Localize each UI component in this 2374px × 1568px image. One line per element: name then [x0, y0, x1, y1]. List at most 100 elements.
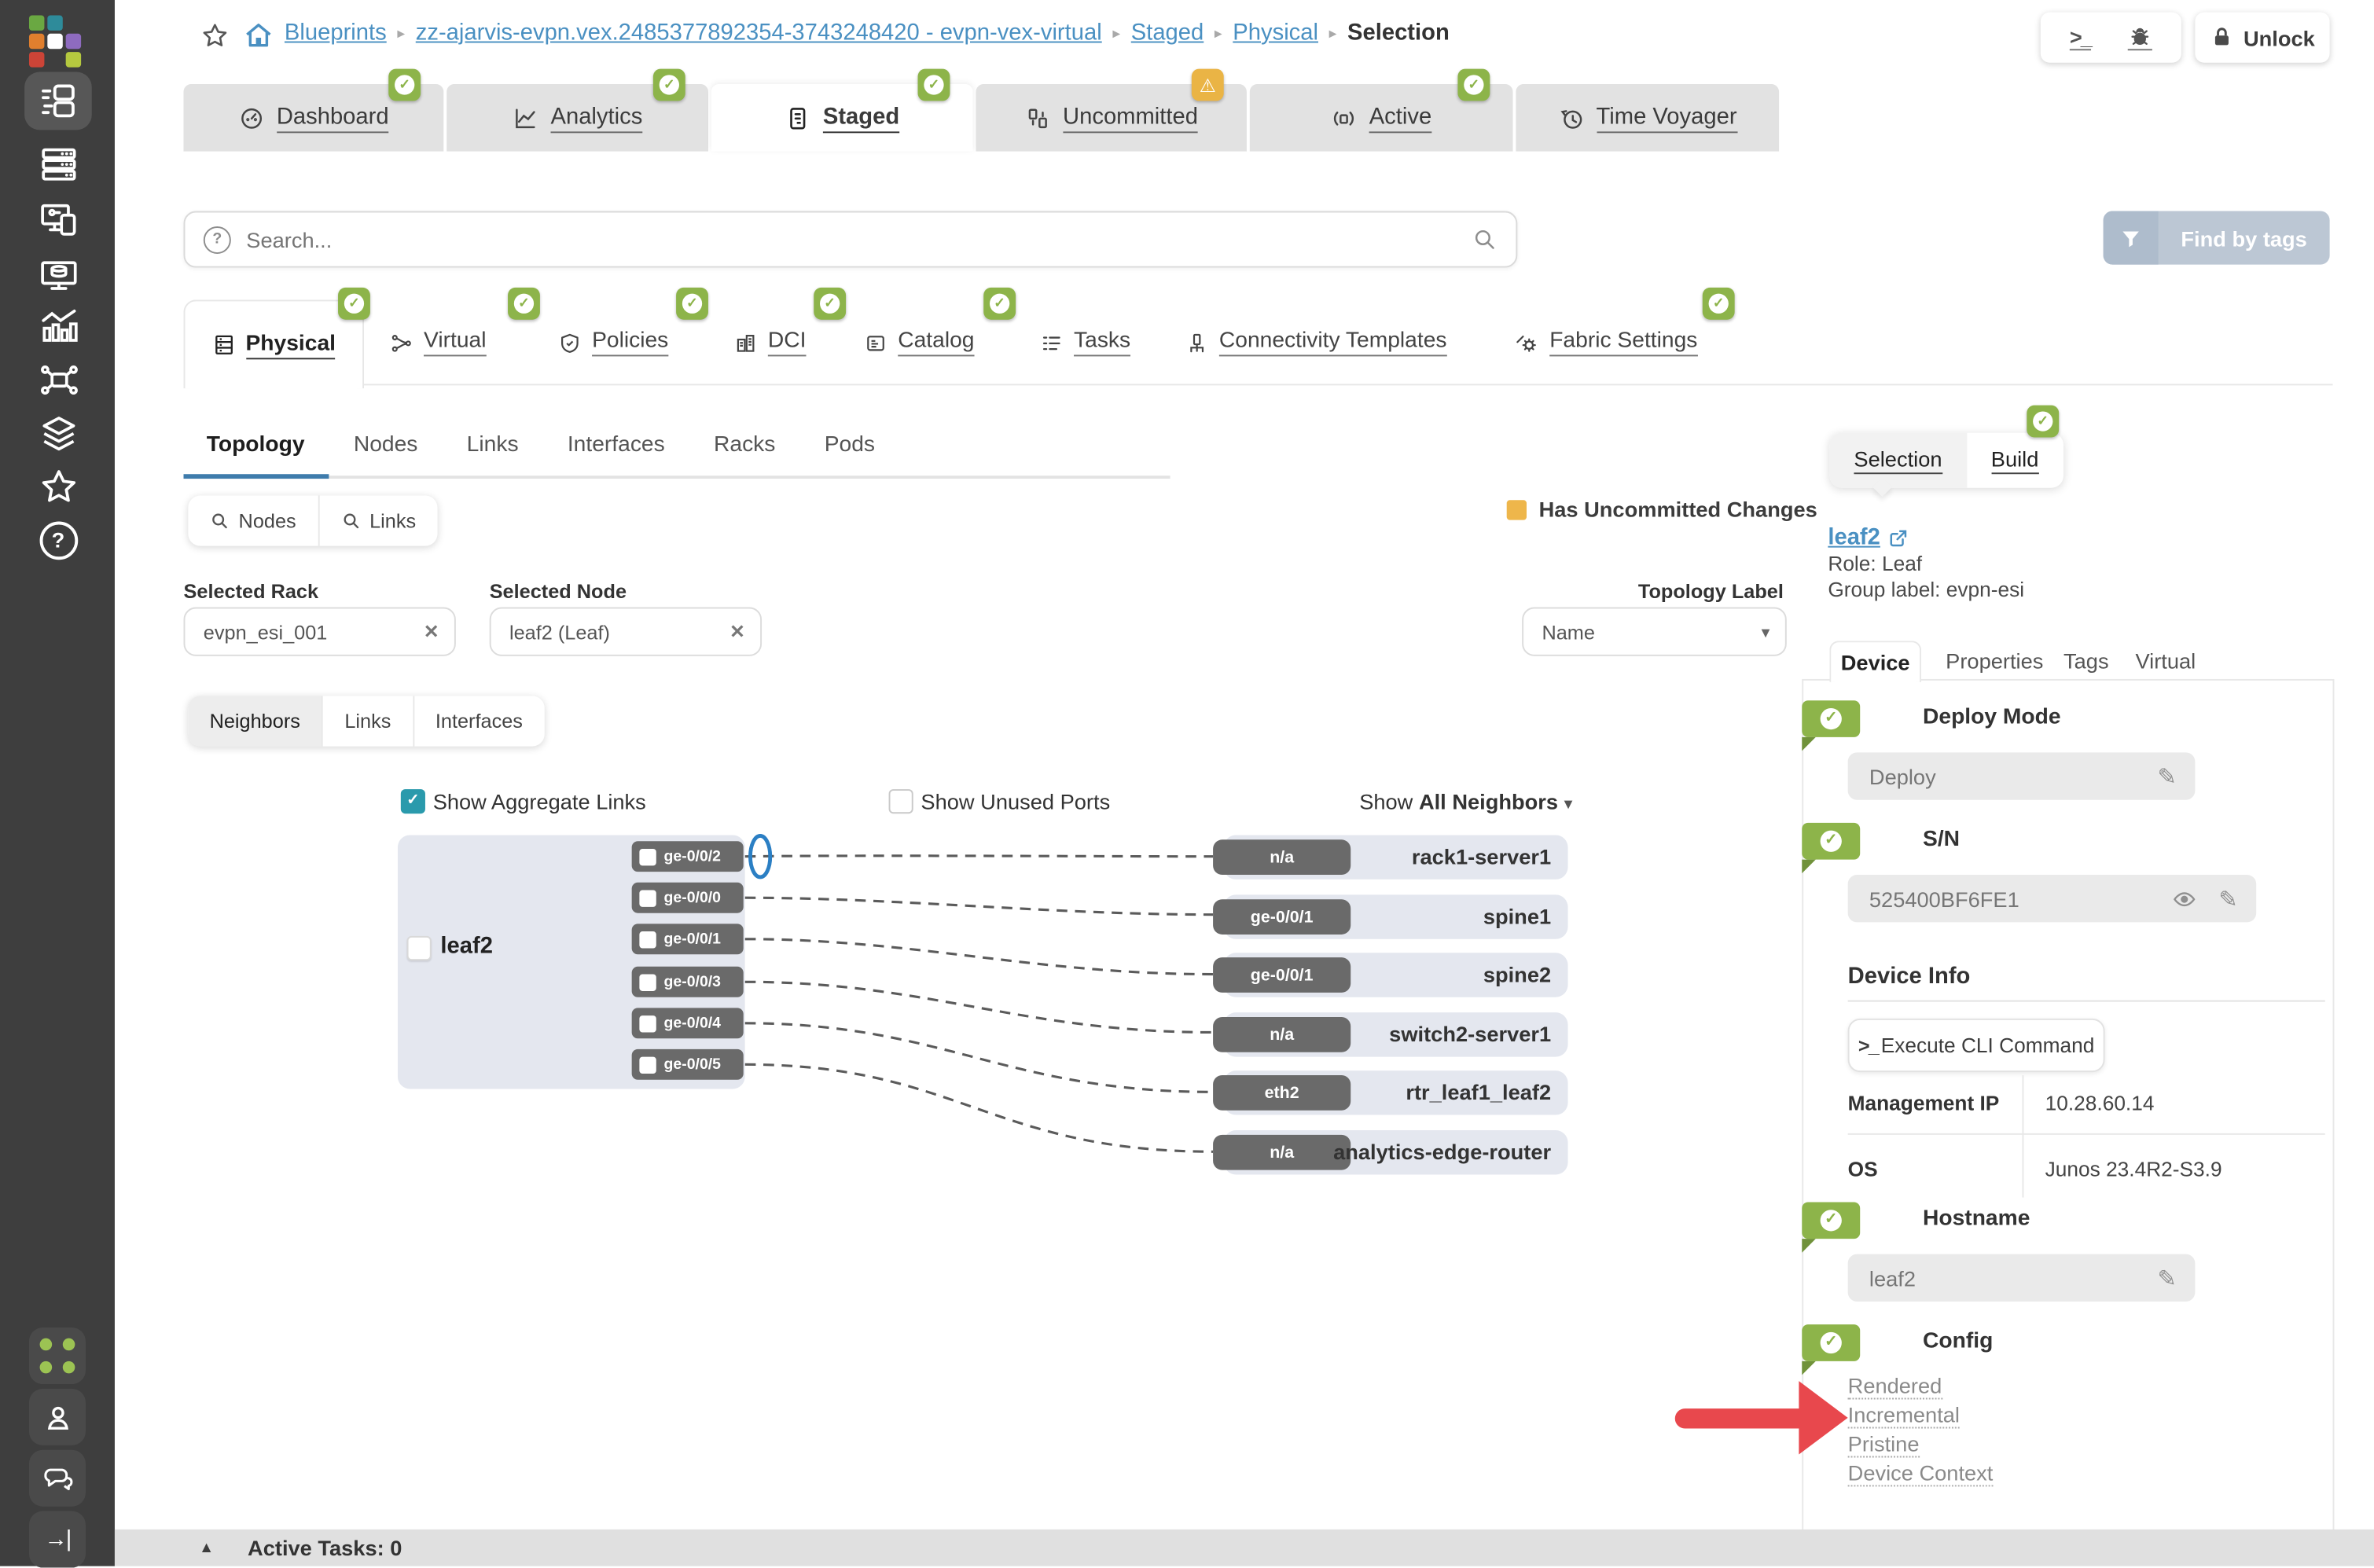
port-checkbox[interactable]: [639, 848, 656, 865]
tab-uncommitted[interactable]: ⚠ Uncommitted: [976, 68, 1247, 152]
tab-build[interactable]: Build: [1967, 433, 2063, 488]
chevron-right-icon: ▸: [1112, 26, 1121, 43]
search-input[interactable]: [243, 226, 1472, 254]
tab-links[interactable]: Links: [466, 432, 519, 457]
search-icon[interactable]: [1472, 226, 1516, 252]
aggregate-link-indicator[interactable]: [748, 834, 773, 879]
tab-physical[interactable]: Physical: [183, 299, 365, 389]
user-button[interactable]: [28, 1388, 86, 1445]
port-chip[interactable]: ge-0/0/1: [631, 924, 744, 955]
selected-rack-input[interactable]: evpn_esi_001 ✕: [183, 607, 456, 656]
config-rendered-link[interactable]: Rendered: [1847, 1373, 1942, 1400]
sidebar-item-help[interactable]: ?: [24, 511, 92, 569]
tab-topology[interactable]: Topology: [183, 433, 329, 479]
port-chip[interactable]: ge-0/0/5: [631, 1048, 744, 1080]
chevron-right-icon: ▸: [397, 26, 406, 43]
unlock-button[interactable]: Unlock: [2195, 12, 2330, 63]
clear-icon[interactable]: ✕: [729, 621, 745, 643]
edit-icon[interactable]: ✎: [2157, 763, 2177, 791]
breadcrumb-staged[interactable]: Staged: [1130, 20, 1204, 46]
apstra-logo[interactable]: [28, 15, 84, 70]
config-incremental-link[interactable]: Incremental: [1847, 1402, 1961, 1429]
port-checkbox[interactable]: [639, 931, 656, 948]
tab-neighbors[interactable]: Neighbors: [188, 696, 324, 747]
tab-dci[interactable]: DCI: [734, 329, 807, 357]
search-nodes-button[interactable]: Nodes: [188, 495, 319, 546]
sidebar-item-resources[interactable]: [24, 243, 92, 301]
port-chip[interactable]: ge-0/0/3: [631, 966, 744, 997]
active-tasks-bar[interactable]: ▲ Active Tasks: 0: [114, 1529, 2374, 1566]
edit-icon[interactable]: ✎: [2157, 1265, 2177, 1292]
sidebar-item-favorites[interactable]: [24, 457, 92, 516]
sidebar-item-design[interactable]: [24, 189, 92, 248]
show-neighbors-dropdown[interactable]: Show All Neighbors ▾: [1359, 789, 1573, 814]
config-device-context-link[interactable]: Device Context: [1847, 1460, 1994, 1487]
port-chip[interactable]: ge-0/0/4: [631, 1008, 744, 1039]
tab-pods[interactable]: Pods: [824, 432, 876, 457]
tab-tasks[interactable]: Tasks: [1040, 329, 1131, 357]
collapse-sidebar-button[interactable]: →|: [28, 1511, 86, 1568]
panel-tabs: Selection Build: [1829, 432, 2063, 498]
port-checkbox[interactable]: [639, 889, 656, 906]
favorite-star-icon[interactable]: [200, 21, 230, 50]
tab-virtual[interactable]: Virtual: [390, 329, 487, 357]
leaf2-checkbox[interactable]: [406, 935, 432, 961]
sidebar-item-analytics[interactable]: [24, 297, 92, 355]
tab-racks[interactable]: Racks: [714, 432, 776, 457]
sidebar-item-external-systems[interactable]: [24, 351, 92, 409]
home-icon[interactable]: [243, 20, 274, 50]
port-checkbox[interactable]: [639, 1015, 656, 1032]
chevron-right-icon: ▸: [1214, 26, 1222, 43]
bug-icon[interactable]: [2127, 24, 2152, 51]
device-link[interactable]: leaf2: [1828, 524, 1909, 551]
topology-label-select[interactable]: Name ▾: [1522, 607, 1787, 656]
tab-virtual-detail[interactable]: Virtual: [2135, 648, 2196, 674]
node-leaf2[interactable]: [397, 835, 745, 1089]
tab-policies[interactable]: Policies: [558, 329, 669, 357]
port-chip[interactable]: ge-0/0/0: [631, 882, 744, 913]
tab-staged[interactable]: ✓ Staged: [711, 68, 973, 152]
breadcrumb-blueprint-name[interactable]: zz-ajarvis-evpn.vex.2485377892354-374324…: [415, 20, 1102, 46]
tab-device[interactable]: Device: [1829, 641, 1922, 682]
show-aggregate-links-checkbox[interactable]: ✓: [400, 789, 425, 814]
tab-active[interactable]: ✓ Active: [1249, 68, 1513, 152]
apps-button[interactable]: [28, 1327, 86, 1385]
edit-icon[interactable]: ✎: [2218, 886, 2238, 913]
clear-icon[interactable]: ✕: [423, 621, 439, 643]
breadcrumb-physical[interactable]: Physical: [1233, 20, 1319, 46]
search-help-icon[interactable]: ?: [203, 226, 231, 254]
config-pristine-link[interactable]: Pristine: [1847, 1431, 1920, 1458]
panel-divider: [1802, 678, 1804, 1533]
lock-icon: [2210, 26, 2233, 49]
sidebar-item-platform[interactable]: [24, 404, 92, 462]
check-badge: ✓: [2027, 405, 2060, 438]
tab-tags[interactable]: Tags: [2063, 648, 2109, 674]
terminal-icon[interactable]: >_: [2069, 24, 2093, 51]
find-by-tags-button[interactable]: Find by tags: [2103, 211, 2330, 265]
tab-properties[interactable]: Properties: [1946, 648, 2044, 674]
sidebar-item-devices[interactable]: [24, 134, 92, 193]
show-unused-ports-checkbox[interactable]: [888, 789, 913, 814]
breadcrumb-blueprints[interactable]: Blueprints: [284, 20, 387, 46]
selected-node-input[interactable]: leaf2 (Leaf) ✕: [489, 607, 763, 656]
tab-fabric-settings[interactable]: Fabric Settings: [1514, 329, 1698, 357]
search-links-button[interactable]: Links: [319, 495, 438, 545]
tab-time-voyager[interactable]: Time Voyager: [1516, 84, 1780, 152]
tab-neighbor-interfaces[interactable]: Interfaces: [435, 709, 523, 733]
tab-dashboard[interactable]: ✓ Dashboard: [183, 68, 444, 152]
tab-analytics[interactable]: ✓ Analytics: [447, 68, 708, 152]
execute-cli-button[interactable]: >_ Execute CLI Command: [1847, 1018, 2105, 1073]
tab-catalog[interactable]: Catalog: [864, 329, 975, 357]
sidebar-item-blueprints[interactable]: [24, 72, 92, 130]
tab-selection[interactable]: Selection: [1829, 432, 1967, 488]
tab-label: Analytics: [550, 103, 643, 133]
port-checkbox[interactable]: [639, 973, 656, 990]
port-checkbox[interactable]: [639, 1056, 656, 1074]
port-chip[interactable]: ge-0/0/2: [631, 841, 744, 872]
tab-interfaces[interactable]: Interfaces: [567, 432, 665, 457]
tab-connectivity-templates[interactable]: Connectivity Templates: [1185, 329, 1447, 357]
tab-nodes[interactable]: Nodes: [353, 432, 418, 457]
tab-neighbor-links[interactable]: Links: [323, 696, 414, 747]
chat-button[interactable]: [28, 1449, 86, 1507]
eye-icon[interactable]: [2173, 887, 2197, 911]
